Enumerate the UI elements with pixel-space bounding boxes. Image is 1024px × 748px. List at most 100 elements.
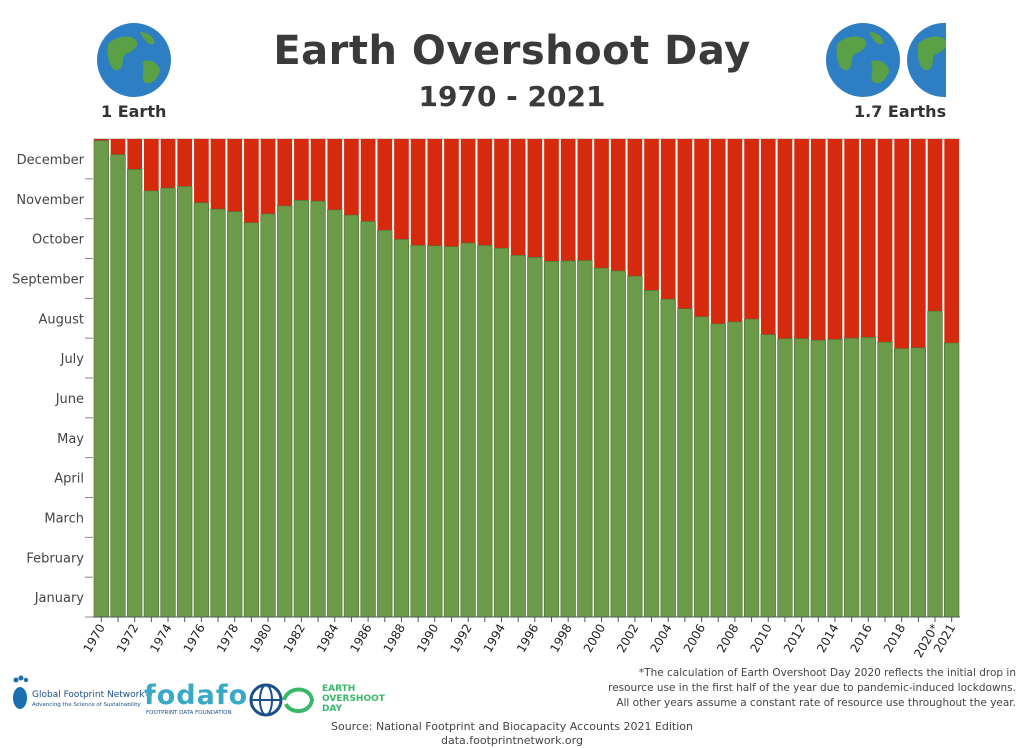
overshoot-bar: [260, 139, 276, 214]
x-tick-label: 1978: [214, 622, 241, 655]
page-title: Earth Overshoot Day: [273, 28, 751, 74]
overshoot-day-logo-text: EARTH OVERSHOOT DAY: [322, 684, 402, 714]
budget-bar: [193, 202, 210, 618]
overshoot-bar: [927, 139, 943, 312]
overshoot-bar: [194, 139, 209, 203]
budget-bar: [827, 339, 843, 618]
overshoot-bar: [360, 139, 376, 222]
budget-bar: [927, 310, 943, 618]
budget-bar: [560, 260, 576, 618]
x-tick-label: 1980: [247, 622, 274, 655]
x-tick-label: 2002: [614, 622, 641, 655]
budget-bar: [227, 211, 243, 618]
x-tick-label: 1992: [447, 622, 474, 655]
overshoot-bar: [727, 139, 743, 322]
budget-bar: [127, 168, 143, 618]
budget-bar: [777, 338, 793, 618]
budget-bar: [643, 290, 660, 618]
overshoot-bar: [910, 139, 926, 348]
footnote-line: *The calculation of Earth Overshoot Day …: [638, 667, 1016, 679]
y-tick-label: July: [60, 352, 85, 367]
budget-bar: [393, 239, 410, 618]
budget-bar: [327, 209, 343, 618]
budget-bar: [793, 338, 810, 618]
y-tick-label: September: [12, 272, 85, 287]
overshoot-bar: [594, 139, 609, 269]
overshoot-bar: [127, 139, 143, 170]
globe-icon: [97, 23, 171, 97]
overshoot-bar: [110, 139, 126, 155]
budget-bar: [427, 245, 443, 618]
budget-bar: [210, 208, 226, 618]
overshoot-bar: [660, 139, 676, 300]
footprint-logo-icon: [13, 675, 29, 709]
overshoot-bar: [827, 139, 843, 340]
x-tick-label: 2014: [814, 622, 841, 655]
overshoot-bar: [544, 139, 559, 262]
overshoot-bar: [744, 139, 759, 320]
budget-bar: [410, 245, 426, 618]
x-tick-label: 1984: [314, 622, 341, 655]
budget-bar: [760, 334, 776, 618]
budget-bar: [177, 186, 193, 618]
x-tick-label: 2010: [747, 622, 774, 655]
x-tick-label: 2016: [847, 622, 874, 655]
x-tick-label: 1974: [147, 622, 174, 655]
budget-bar: [460, 242, 476, 618]
x-tick-label: 1976: [181, 622, 208, 655]
budget-bar: [610, 270, 626, 618]
budget-bar: [293, 200, 310, 618]
budget-bar: [843, 337, 860, 618]
x-tick-label: 2008: [714, 622, 741, 655]
budget-bar: [860, 337, 876, 618]
overshoot-bar: [560, 139, 576, 261]
fodafo-logo: fodafo: [144, 680, 249, 711]
overshoot-bar: [227, 139, 243, 212]
overshoot-bar: [644, 139, 659, 291]
budget-bar: [310, 200, 326, 618]
x-tick-label: 1996: [514, 622, 541, 655]
x-tick-label: 1982: [281, 622, 308, 655]
overshoot-bar: [844, 139, 859, 339]
budget-bar: [894, 348, 910, 618]
overshoot-bar: [177, 139, 193, 187]
overshoot-bar: [477, 139, 493, 246]
budget-bar: [493, 247, 510, 618]
partial-globe-icon: [907, 23, 946, 97]
x-tick-label: 2006: [681, 622, 708, 655]
eod-logo-line: EARTH: [322, 684, 356, 694]
overshoot-bar: [944, 139, 959, 343]
x-tick-label: 1986: [347, 622, 374, 655]
budget-bar: [810, 339, 826, 618]
budget-bar: [477, 245, 493, 618]
eod-logo-line: OVERSHOOT: [322, 694, 385, 704]
budget-bar: [543, 260, 560, 618]
y-tick-label: March: [44, 511, 84, 526]
overshoot-bar: [577, 139, 593, 261]
overshoot-bar: [294, 139, 309, 201]
x-tick-label: 1990: [414, 622, 441, 655]
overshoot-bar: [460, 139, 476, 243]
budget-bar: [243, 222, 260, 618]
x-tick-label: 1994: [481, 622, 508, 655]
overshoot-bar: [794, 139, 809, 339]
budget-bar: [627, 275, 643, 618]
y-tick-label: October: [32, 233, 85, 248]
overshoot-bar: [444, 139, 459, 247]
overshoot-bar: [377, 139, 393, 231]
budget-bar: [743, 318, 760, 618]
budget-bar: [677, 308, 693, 618]
one-earth-label: 1 Earth: [101, 102, 167, 121]
y-tick-label: May: [57, 432, 84, 447]
overshoot-bar: [494, 139, 509, 249]
overshoot-bar: [344, 139, 359, 216]
footnote: *The calculation of Earth Overshoot Day …: [596, 666, 1016, 711]
budget-bar: [277, 205, 293, 618]
budget-bar: [160, 187, 176, 618]
page-subtitle: 1970 - 2021: [418, 80, 606, 113]
budget-bar: [93, 140, 109, 618]
overshoot-bar: [810, 139, 826, 341]
overshoot-bar: [310, 139, 326, 202]
overshoot-bar: [527, 139, 543, 258]
